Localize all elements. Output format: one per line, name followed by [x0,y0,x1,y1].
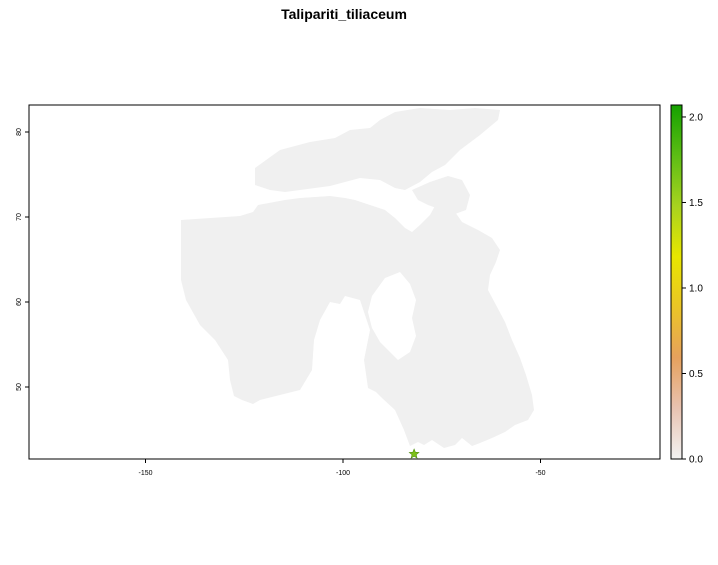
y-tick-label: 60 [16,298,23,306]
legend-tick-label: 0.0 [689,455,703,466]
legend-tick-label: 1.0 [689,283,703,294]
legend-tick-label: 2.0 [689,112,703,123]
baffin-island [412,176,470,214]
legend-colorbar: 0.0 0.5 1.0 1.5 2.0 [670,104,703,466]
map-title: Talipariti_tiliaceum [281,6,407,22]
y-axis: 50 60 70 80 [16,128,29,391]
occurrence-layer [408,448,420,459]
legend-ticks: 0.0 0.5 1.0 1.5 2.0 [682,112,703,466]
y-tick-label: 80 [16,128,23,136]
canada-landmass [181,108,534,448]
x-tick-label: -150 [138,470,152,477]
hudson-bay [368,272,416,360]
legend-tick-label: 1.5 [689,198,703,209]
x-tick-label: -100 [336,470,350,477]
canada-arctic-islands [255,108,500,192]
canada-mainland [181,196,534,448]
plot-frame [28,104,661,460]
y-tick-label: 50 [16,383,23,391]
legend-tick-label: 0.5 [689,369,703,380]
y-tick-label: 70 [16,213,23,221]
x-axis: -150 -100 -50 [138,459,546,477]
x-tick-label: -50 [535,470,545,477]
newfoundland [502,388,522,414]
occurrence-star-icon [408,448,420,459]
legend-gradient-bar [670,104,683,460]
